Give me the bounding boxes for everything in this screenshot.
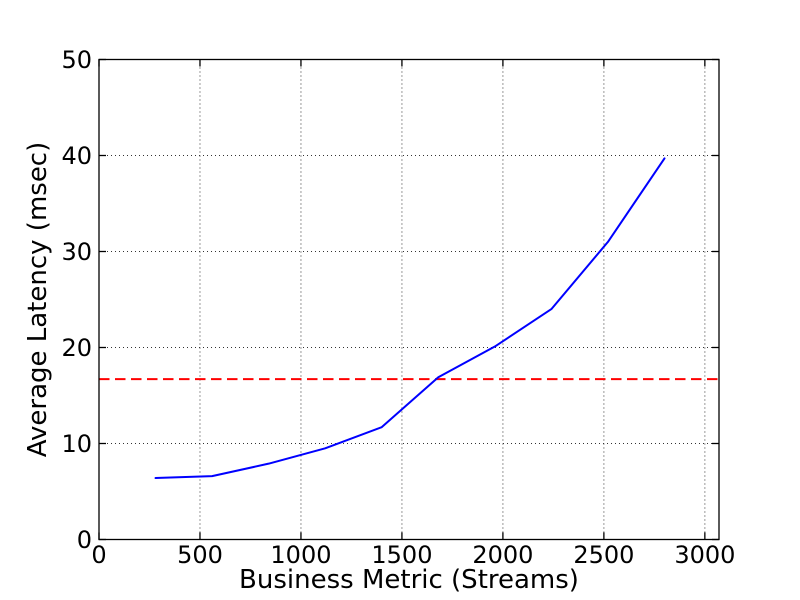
x-tick-label: 1000 xyxy=(270,541,331,569)
x-tick-label: 3000 xyxy=(674,541,735,569)
tick-marks xyxy=(98,58,719,541)
y-tick-label: 10 xyxy=(61,430,92,458)
data-series-layer xyxy=(154,157,666,480)
x-tick-label: 0 xyxy=(91,541,106,569)
x-tick-label: 500 xyxy=(177,541,223,569)
tick-labels: 0 500 1000 1500 2000 2500 3000 0 10 20 30 40 50 xyxy=(61,46,735,569)
x-tick-label: 2500 xyxy=(573,541,634,569)
y-axis-title: Average Latency (msec) xyxy=(23,142,53,458)
plot-border xyxy=(98,58,720,541)
x-tick-label: 2000 xyxy=(472,541,533,569)
y-tick-label: 40 xyxy=(61,142,92,170)
y-tick-label: 30 xyxy=(61,238,92,266)
axes-frame xyxy=(98,58,720,541)
x-tick-label: 1500 xyxy=(371,541,432,569)
y-tick-label: 0 xyxy=(77,526,92,554)
gridlines xyxy=(99,59,719,540)
y-tick-label: 20 xyxy=(61,334,92,362)
x-axis-title: Business Metric (Streams) xyxy=(239,565,579,595)
average-latency-line xyxy=(154,157,666,480)
y-tick-label: 50 xyxy=(61,46,92,74)
